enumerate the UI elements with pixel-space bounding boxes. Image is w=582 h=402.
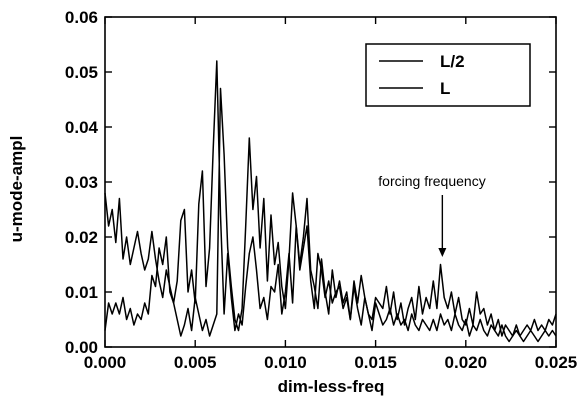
- y-tick-label: 0.06: [65, 8, 98, 27]
- legend: L/2 L: [365, 43, 531, 107]
- y-tick-label: 0.05: [65, 63, 98, 82]
- y-tick-label: 0.03: [65, 173, 98, 192]
- y-axis-title-group: u-mode-ampl: [7, 136, 26, 243]
- x-tick-label: 0.005: [174, 353, 217, 372]
- x-tick-label: 0.000: [84, 353, 127, 372]
- series-layer: [104, 60, 557, 343]
- x-tick-label: 0.015: [354, 353, 397, 372]
- legend-label-L: L: [440, 79, 450, 98]
- y-tick-label: 0.00: [65, 338, 98, 357]
- annotation: forcing frequency: [378, 173, 486, 257]
- annotation-text: forcing frequency: [378, 173, 485, 189]
- series-line-L: [104, 87, 557, 337]
- y-axis-title: u-mode-ampl: [7, 136, 26, 243]
- y-tick-label: 0.04: [65, 118, 99, 137]
- legend-box: [365, 43, 531, 107]
- tick-layer: 0.000 0.005 0.010 0.015 0.020 0.025 0.00 0.01 0.…: [65, 8, 577, 372]
- x-tick-label: 0.020: [445, 353, 488, 372]
- legend-label-L/2: L/2: [440, 52, 465, 71]
- annotation-arrowhead-icon: [438, 248, 447, 257]
- y-tick-label: 0.02: [65, 228, 98, 247]
- x-tick-label: 0.025: [535, 353, 578, 372]
- x-tick-label: 0.010: [264, 353, 307, 372]
- x-axis-title: dim-less-freq: [278, 377, 385, 396]
- y-tick-label: 0.01: [65, 283, 98, 302]
